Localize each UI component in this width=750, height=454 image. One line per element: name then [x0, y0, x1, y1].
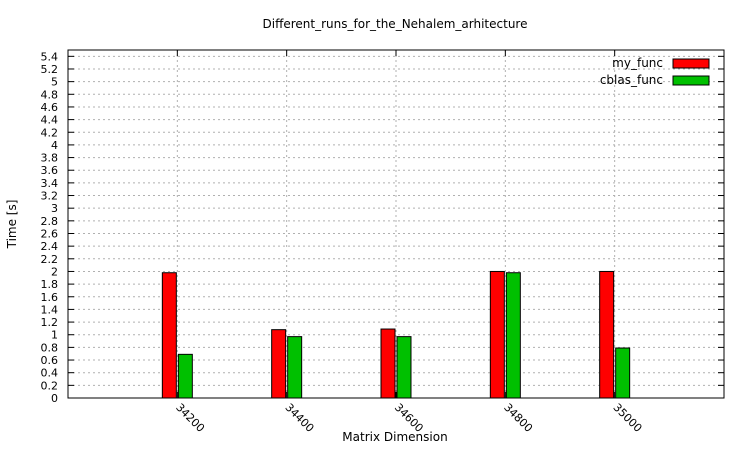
chart-title: Different_runs_for_the_Nehalem_arhitectu… — [263, 17, 528, 31]
legend-label: cblas_func — [600, 73, 663, 87]
y-tick-label: 4 — [51, 139, 58, 152]
bar-cblas_func-34400 — [287, 336, 303, 399]
y-tick-label: 3 — [51, 202, 58, 215]
y-tick-label: 1.4 — [41, 303, 59, 316]
y-tick-label: 5 — [51, 76, 58, 89]
y-tick-label: 1.2 — [41, 316, 59, 329]
grid-lines — [68, 50, 724, 398]
y-tick-label: 4.6 — [41, 101, 59, 114]
bar-cblas_func-35000 — [615, 347, 631, 399]
bar-cblas_func-34600 — [396, 336, 412, 399]
legend-label: my_func — [612, 56, 663, 70]
y-tick-label: 5.4 — [41, 50, 59, 63]
legend-swatch — [672, 58, 710, 69]
y-tick-label: 1.8 — [41, 278, 59, 291]
bar-cblas_func-34800 — [505, 272, 521, 399]
y-tick-label: 2.2 — [41, 253, 59, 266]
y-axis-label: Time [s] — [5, 200, 19, 250]
y-tick-label: 0 — [51, 392, 58, 405]
y-tick-label: 0.6 — [41, 354, 59, 367]
y-tick-label: 2.4 — [41, 240, 59, 253]
bars — [161, 270, 631, 399]
y-axis-ticks: 00.20.40.60.811.21.41.61.822.22.42.62.83… — [41, 50, 724, 405]
x-axis-label: Matrix Dimension — [342, 430, 447, 444]
y-tick-label: 1 — [51, 329, 58, 342]
y-tick-label: 4.2 — [41, 126, 59, 139]
x-tick-label: 34400 — [283, 401, 317, 435]
x-tick-label: 34200 — [173, 401, 207, 435]
legend-swatch — [672, 75, 710, 86]
bar-my_func-34800 — [489, 270, 505, 399]
bar-my_func-35000 — [599, 270, 615, 399]
y-tick-label: 5.2 — [41, 63, 59, 76]
bar-my_func-34600 — [380, 328, 396, 399]
y-tick-label: 0.2 — [41, 379, 59, 392]
y-tick-label: 1.6 — [41, 291, 59, 304]
y-tick-label: 3.6 — [41, 164, 59, 177]
x-tick-label: 34800 — [501, 401, 535, 435]
y-tick-label: 2 — [51, 265, 58, 278]
y-tick-label: 0.4 — [41, 367, 59, 380]
y-tick-label: 3.2 — [41, 190, 59, 203]
y-tick-label: 2.6 — [41, 227, 59, 240]
y-tick-label: 4.4 — [41, 114, 59, 127]
legend: my_func cblas_func — [600, 56, 710, 87]
y-tick-label: 4.8 — [41, 88, 59, 101]
y-tick-label: 2.8 — [41, 215, 59, 228]
bar-my_func-34200 — [161, 272, 177, 399]
x-tick-label: 35000 — [611, 401, 645, 435]
bar-my_func-34400 — [271, 329, 287, 399]
bar-cblas_func-34200 — [177, 353, 193, 399]
y-tick-label: 0.8 — [41, 341, 59, 354]
y-tick-label: 3.8 — [41, 152, 59, 165]
y-tick-label: 3.4 — [41, 177, 59, 190]
